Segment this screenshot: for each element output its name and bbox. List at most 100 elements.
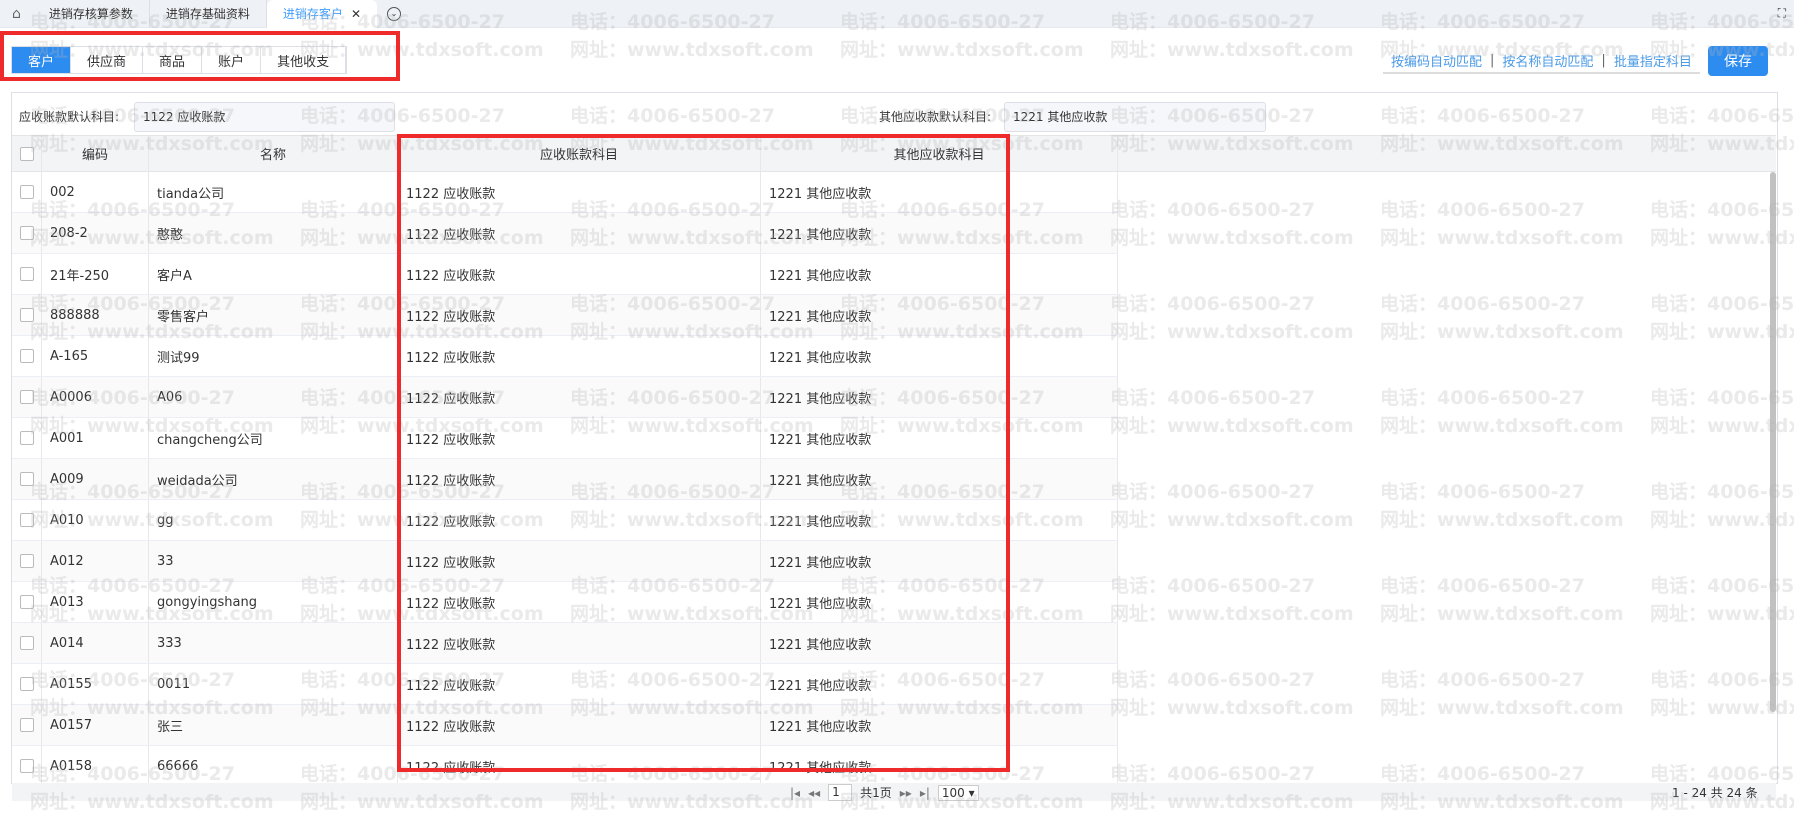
- table-row[interactable]: A012 33 1122 应收账款 1221 其他应收款: [12, 541, 1118, 582]
- row-checkbox[interactable]: [12, 336, 42, 376]
- tab-accounting-params[interactable]: 进销存核算参数: [33, 0, 150, 28]
- cell-ar-account[interactable]: 1122 应收账款: [398, 213, 761, 253]
- cell-name: weidada公司: [149, 459, 398, 499]
- row-checkbox[interactable]: [12, 500, 42, 540]
- match-by-name-link[interactable]: 按名称自动匹配: [1502, 55, 1594, 70]
- highlight-box-tabs: [0, 31, 400, 81]
- table-row[interactable]: A0006 A06 1122 应收账款 1221 其他应收款: [12, 377, 1118, 418]
- cell-ar-account[interactable]: 1122 应收账款: [398, 705, 761, 745]
- cell-ar-account[interactable]: 1122 应收账款: [398, 500, 761, 540]
- subtab-supplier[interactable]: 供应商: [71, 47, 144, 73]
- cell-ar-account[interactable]: 1122 应收账款: [398, 418, 761, 458]
- cell-ar-account[interactable]: 1122 应收账款: [398, 254, 761, 294]
- vertical-scrollbar[interactable]: [1770, 172, 1776, 712]
- separator: |: [1490, 53, 1495, 68]
- row-checkbox[interactable]: [12, 254, 42, 294]
- prev-page-icon[interactable]: ◂◂: [808, 785, 821, 800]
- tab-customers[interactable]: 进销存客户 ✕: [266, 0, 377, 28]
- cell-ar-account[interactable]: 1122 应收账款: [398, 459, 761, 499]
- row-checkbox[interactable]: [12, 295, 42, 335]
- cell-other-account[interactable]: 1221 其他应收款: [761, 541, 1118, 581]
- table-row[interactable]: A009 weidada公司 1122 应收账款 1221 其他应收款: [12, 459, 1118, 500]
- cell-ar-account[interactable]: 1122 应收账款: [398, 541, 761, 581]
- cell-name: tianda公司: [149, 172, 398, 212]
- cell-other-account[interactable]: 1221 其他应收款: [761, 664, 1118, 704]
- cell-other-account[interactable]: 1221 其他应收款: [761, 459, 1118, 499]
- cell-other-account[interactable]: 1221 其他应收款: [761, 377, 1118, 417]
- cell-name: gg: [149, 500, 398, 540]
- home-icon[interactable]: ⌂: [12, 5, 21, 22]
- cell-ar-account[interactable]: 1122 应收账款: [398, 582, 761, 622]
- table-row[interactable]: A010 gg 1122 应收账款 1221 其他应收款: [12, 500, 1118, 541]
- subtab-goods[interactable]: 商品: [143, 47, 203, 73]
- cell-other-account[interactable]: 1221 其他应收款: [761, 623, 1118, 663]
- page-size-select[interactable]: 100 ▾: [937, 784, 979, 801]
- row-checkbox[interactable]: [12, 746, 42, 783]
- header-name[interactable]: 名称: [149, 136, 398, 171]
- subtab-customer[interactable]: 客户: [12, 47, 72, 73]
- batch-assign-link[interactable]: 批量指定科目: [1613, 55, 1692, 70]
- row-checkbox[interactable]: [12, 541, 42, 581]
- row-checkbox[interactable]: [12, 623, 42, 663]
- highlight-box-accounts: [397, 134, 1010, 772]
- chevron-down-icon[interactable]: ⌄: [387, 6, 401, 21]
- cell-other-account[interactable]: 1221 其他应收款: [761, 336, 1118, 376]
- table-row[interactable]: 002 tianda公司 1122 应收账款 1221 其他应收款: [12, 172, 1118, 213]
- cell-name: 0011: [149, 664, 398, 704]
- cell-other-account[interactable]: 1221 其他应收款: [761, 418, 1118, 458]
- row-checkbox[interactable]: [12, 705, 42, 745]
- separator: |: [1601, 53, 1606, 68]
- last-page-icon[interactable]: ▸|: [919, 785, 930, 800]
- next-page-icon[interactable]: ▸▸: [899, 785, 912, 800]
- header-other-account[interactable]: 其他应收款科目: [761, 136, 1118, 171]
- row-checkbox[interactable]: [12, 172, 42, 212]
- cell-other-account[interactable]: 1221 其他应收款: [761, 254, 1118, 294]
- cell-ar-account[interactable]: 1122 应收账款: [398, 172, 761, 212]
- first-page-icon[interactable]: |◂: [790, 785, 801, 800]
- cell-ar-account[interactable]: 1122 应收账款: [398, 664, 761, 704]
- row-checkbox[interactable]: [12, 664, 42, 704]
- cell-other-account[interactable]: 1221 其他应收款: [761, 705, 1118, 745]
- other-default-input[interactable]: 1221 其他应收款: [1004, 102, 1266, 132]
- table-row[interactable]: A0157 张三 1122 应收账款 1221 其他应收款: [12, 705, 1118, 746]
- header-code[interactable]: 编码: [42, 136, 149, 171]
- match-by-code-link[interactable]: 按编码自动匹配: [1391, 55, 1483, 70]
- table-row[interactable]: 21年-250 客户A 1122 应收账款 1221 其他应收款: [12, 254, 1118, 295]
- cell-ar-account[interactable]: 1122 应收账款: [398, 295, 761, 335]
- cell-code: 21年-250: [42, 254, 149, 294]
- header-ar-account[interactable]: 应收账款科目: [398, 136, 761, 171]
- cell-other-account[interactable]: 1221 其他应收款: [761, 582, 1118, 622]
- table-row[interactable]: A-165 测试99 1122 应收账款 1221 其他应收款: [12, 336, 1118, 377]
- cell-name: A06: [149, 377, 398, 417]
- subtab-account[interactable]: 账户: [202, 47, 262, 73]
- cell-ar-account[interactable]: 1122 应收账款: [398, 623, 761, 663]
- fullscreen-icon[interactable]: ⛶: [1777, 6, 1786, 20]
- row-checkbox[interactable]: [12, 213, 42, 253]
- table-row[interactable]: 888888 零售客户 1122 应收账款 1221 其他应收款: [12, 295, 1118, 336]
- cell-code: A010: [42, 500, 149, 540]
- cell-other-account[interactable]: 1221 其他应收款: [761, 172, 1118, 212]
- row-checkbox[interactable]: [12, 418, 42, 458]
- row-checkbox[interactable]: [12, 377, 42, 417]
- row-checkbox[interactable]: [12, 459, 42, 499]
- cell-ar-account[interactable]: 1122 应收账款: [398, 336, 761, 376]
- page-input[interactable]: 1: [828, 784, 853, 801]
- close-icon[interactable]: ✕: [350, 6, 361, 21]
- save-button[interactable]: 保存: [1708, 46, 1768, 76]
- cell-other-account[interactable]: 1221 其他应收款: [761, 295, 1118, 335]
- other-default-label: 其他应收款默认科目:: [879, 110, 992, 124]
- table-row[interactable]: A0155 0011 1122 应收账款 1221 其他应收款: [12, 664, 1118, 705]
- watermark-text: 网址：www.tdxsoft.com: [570, 39, 814, 61]
- select-all-checkbox[interactable]: [12, 136, 42, 171]
- cell-other-account[interactable]: 1221 其他应收款: [761, 500, 1118, 540]
- cell-other-account[interactable]: 1221 其他应收款: [761, 213, 1118, 253]
- ar-default-input[interactable]: 1122 应收账款: [134, 102, 395, 132]
- tab-label: 进销存核算参数: [48, 7, 133, 21]
- table-row[interactable]: A013 gongyingshang 1122 应收账款 1221 其他应收款: [12, 582, 1118, 623]
- cell-ar-account[interactable]: 1122 应收账款: [398, 377, 761, 417]
- cell-name: 零售客户: [149, 295, 398, 335]
- tab-basic-data[interactable]: 进销存基础资料: [150, 0, 267, 28]
- row-checkbox[interactable]: [12, 582, 42, 622]
- table-row[interactable]: 208-2 憨憨 1122 应收账款 1221 其他应收款: [12, 213, 1118, 254]
- subtab-other[interactable]: 其他收支: [261, 47, 347, 73]
